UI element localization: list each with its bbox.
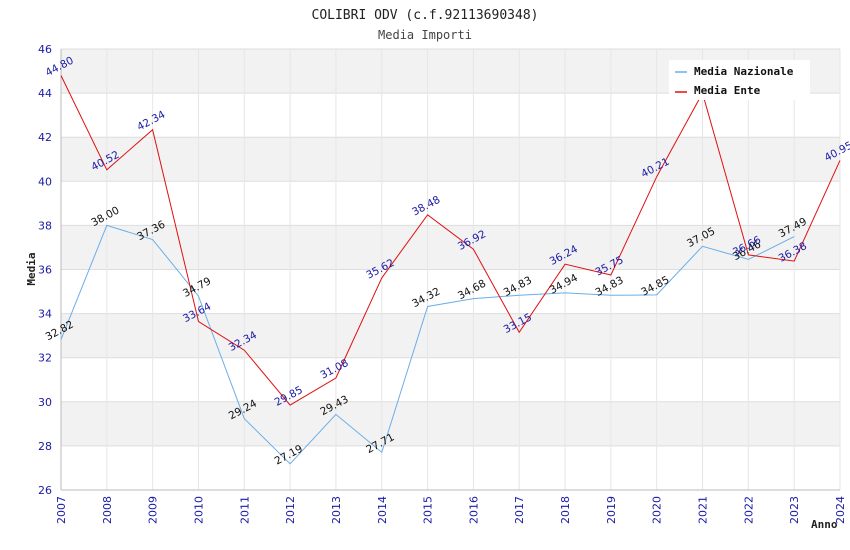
grid-band	[61, 93, 840, 138]
x-tick-label: 2016	[467, 496, 480, 524]
x-tick-label: 2017	[513, 496, 526, 524]
grid-band	[61, 181, 840, 226]
grid-band	[61, 445, 840, 490]
chart-subtitle: Media Importi	[378, 28, 472, 42]
y-tick-label: 28	[38, 440, 52, 453]
y-tick-label: 30	[38, 396, 52, 409]
y-tick-label: 26	[38, 484, 52, 497]
x-tick-label: 2023	[788, 496, 801, 524]
x-axis-ticks: 2007 2008 2009 2010 2011 2012 2013 2014 2015 2016…	[55, 496, 847, 524]
x-tick-label: 2022	[742, 496, 755, 524]
y-tick-label: 46	[38, 43, 52, 56]
y-axis-ticks: 26 28 30 32 34 36 38 40 42 44 46	[38, 43, 52, 497]
legend: Media Nazionale Media Ente	[669, 60, 810, 100]
x-tick-label: 2014	[376, 496, 389, 524]
x-tick-label: 2011	[238, 496, 251, 524]
x-tick-label: 2013	[330, 496, 343, 524]
y-tick-label: 44	[38, 87, 52, 100]
y-tick-label: 36	[38, 264, 52, 277]
y-tick-label: 34	[38, 308, 52, 321]
series-line-media-nazionale	[60, 224, 795, 465]
x-tick-label: 2012	[284, 496, 297, 524]
legend-label-media-nazionale: Media Nazionale	[694, 65, 794, 78]
x-tick-label: 2018	[559, 496, 572, 524]
grid-band	[61, 269, 840, 314]
x-tick-label: 2021	[697, 496, 710, 524]
chart-title: COLIBRI ODV (c.f.92113690348)	[312, 8, 539, 23]
series-line-media-ente	[60, 75, 841, 406]
y-tick-label: 42	[38, 131, 52, 144]
grid-band	[61, 313, 840, 358]
x-axis-label: Anno	[811, 518, 838, 531]
x-tick-label: 2020	[651, 496, 664, 524]
series-lines	[60, 75, 841, 465]
x-tick-label: 2019	[605, 496, 618, 524]
x-tick-label: 2008	[101, 496, 114, 524]
grid-band	[61, 225, 840, 270]
grid-band	[61, 137, 840, 182]
grid-band	[61, 401, 840, 446]
x-tick-label: 2007	[55, 496, 68, 524]
x-tick-label: 2009	[147, 496, 160, 524]
y-tick-label: 40	[38, 175, 52, 188]
grid-band	[61, 357, 840, 402]
x-tick-label: 2015	[422, 496, 435, 524]
y-tick-label: 32	[38, 352, 52, 365]
x-tick-label: 2010	[192, 496, 205, 524]
axes	[60, 49, 840, 491]
legend-box	[669, 60, 810, 100]
x-tick-label: 2024	[834, 496, 847, 524]
legend-label-media-ente: Media Ente	[694, 84, 761, 97]
y-axis-label: Media	[25, 252, 38, 285]
y-tick-label: 38	[38, 219, 52, 232]
